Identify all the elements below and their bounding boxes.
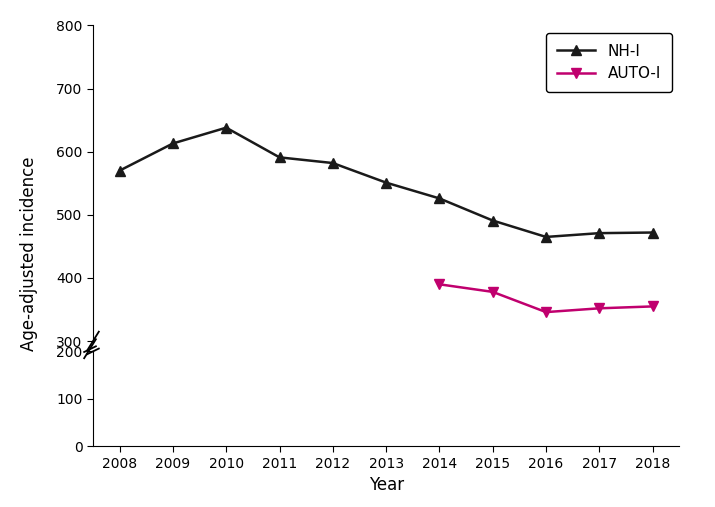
NH-I — [542, 234, 551, 240]
AUTO-I — [435, 259, 444, 265]
Line: NH-I: NH-I — [114, 139, 658, 231]
AUTO-I — [649, 275, 657, 281]
AUTO-I — [649, 303, 657, 309]
NH-I — [169, 153, 177, 159]
AUTO-I — [488, 289, 497, 295]
NH-I — [595, 230, 603, 236]
NH-I — [169, 140, 177, 147]
NH-I — [649, 220, 657, 226]
AUTO-I — [595, 276, 603, 282]
NH-I — [595, 220, 603, 226]
NH-I — [435, 194, 444, 200]
AUTO-I — [542, 279, 551, 285]
NH-I — [222, 141, 230, 147]
NH-I — [275, 163, 284, 169]
AUTO-I — [488, 264, 497, 270]
Text: Age-adjusted incidence: Age-adjusted incidence — [19, 156, 38, 351]
X-axis label: Year: Year — [368, 476, 404, 494]
Line: AUTO-I: AUTO-I — [435, 257, 658, 287]
NH-I — [115, 168, 124, 174]
NH-I — [115, 173, 124, 179]
AUTO-I — [542, 309, 551, 315]
NH-I — [435, 195, 444, 201]
Legend: NH-I, AUTO-I: NH-I, AUTO-I — [546, 33, 671, 92]
Line: AUTO-I: AUTO-I — [435, 279, 658, 317]
AUTO-I — [595, 305, 603, 311]
NH-I — [488, 210, 497, 216]
NH-I — [488, 218, 497, 224]
NH-I — [649, 230, 657, 236]
NH-I — [328, 160, 337, 166]
NH-I — [222, 125, 230, 131]
NH-I — [275, 154, 284, 160]
AUTO-I — [435, 281, 444, 287]
NH-I — [328, 167, 337, 173]
NH-I — [382, 182, 390, 188]
Line: NH-I: NH-I — [114, 123, 658, 242]
NH-I — [382, 179, 390, 186]
NH-I — [542, 223, 551, 229]
